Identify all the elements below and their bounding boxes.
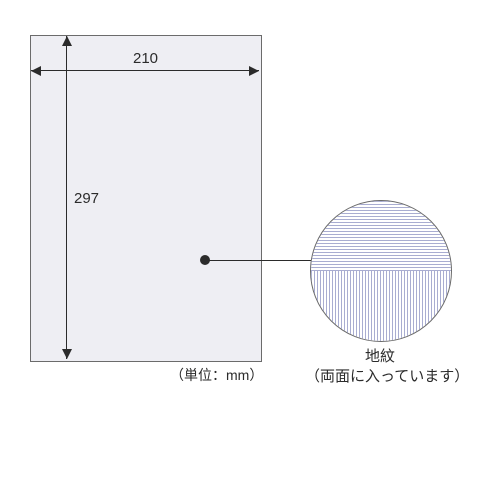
- detail-magnifier-circle: [310, 200, 452, 342]
- height-dimension-arrow: [66, 36, 67, 359]
- paper-sheet: [30, 35, 262, 362]
- unit-note: （単位：mm）: [170, 365, 263, 385]
- detail-subtitle: （両面に入っています）: [305, 365, 469, 386]
- detail-title: 地紋: [365, 345, 395, 366]
- pattern-swatch-horizontal: [311, 201, 451, 271]
- pattern-swatch-vertical: [311, 271, 451, 341]
- detail-leader-line: [205, 260, 325, 261]
- width-dimension-label: 210: [133, 50, 158, 67]
- height-dimension-label: 297: [74, 190, 99, 207]
